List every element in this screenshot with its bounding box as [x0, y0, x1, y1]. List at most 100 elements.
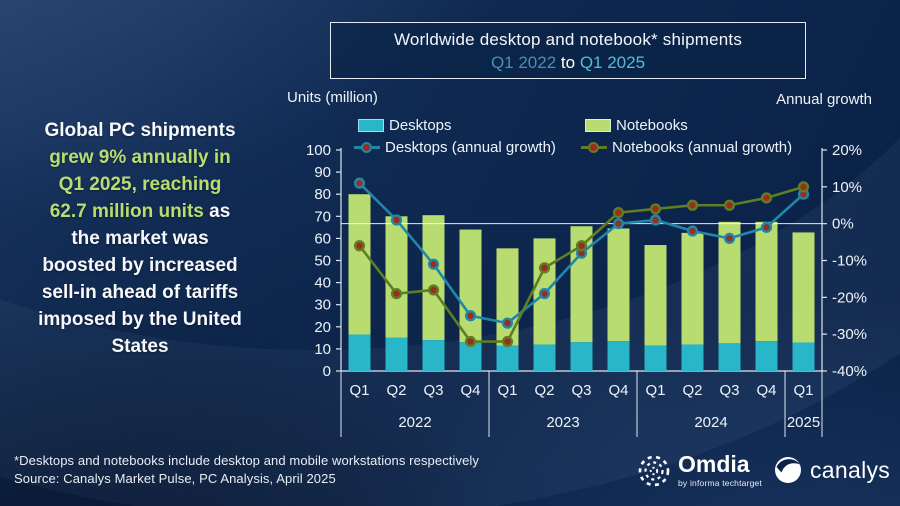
legend-label: Desktops — [389, 117, 452, 134]
growth-marker-desktops-7 — [612, 218, 625, 230]
legend-label: Notebooks — [616, 117, 688, 134]
growth-marker-desktops-2 — [427, 258, 440, 270]
desktops-swatch-icon — [358, 119, 384, 132]
footnote: *Desktops and notebooks include desktop … — [14, 453, 480, 468]
left-axis-tick-label: 90 — [314, 164, 331, 181]
canalys-icon — [775, 457, 801, 483]
growth-marker-notebooks-10 — [723, 199, 736, 211]
quarter-label: Q2 — [386, 382, 406, 399]
left-axis-tick-label: 60 — [314, 230, 331, 247]
legend-item-desktops: Desktops — [358, 117, 452, 134]
bar-notebooks-12 — [792, 232, 815, 343]
right-axis-title: Annual growth — [776, 91, 872, 108]
year-label: 2023 — [546, 414, 579, 431]
right-axis-tick-label: -20% — [832, 289, 867, 306]
callout-text-segment: States — [111, 335, 169, 357]
callout-line: States — [6, 334, 274, 361]
omdia-logo: Omdia by informa techtarget — [637, 453, 762, 488]
bar-notebooks-11 — [755, 221, 778, 342]
canalys-logo: canalys — [773, 455, 890, 485]
omdia-icon — [638, 455, 670, 486]
left-axis-tick-label: 0 — [323, 363, 331, 380]
callout-line: sell-in ahead of tariffs — [6, 280, 274, 307]
chart-title: Worldwide desktop and notebook* shipment… — [393, 30, 743, 49]
callout-line: Q1 2025, reaching — [6, 172, 274, 199]
growth-marker-notebooks-0 — [353, 240, 366, 252]
growth-marker-desktops-9 — [686, 225, 699, 237]
legend-item-desktops-growth: Desktops (annual growth) — [354, 139, 556, 156]
quarter-label: Q2 — [534, 382, 554, 399]
quarter-label: Q4 — [608, 382, 628, 399]
notebooks-swatch-icon — [585, 119, 611, 132]
left-axis-tick-label: 30 — [314, 297, 331, 314]
growth-marker-desktops-8 — [649, 214, 662, 226]
range-end: Q1 2025 — [579, 53, 646, 72]
callout-text-segment: sell-in ahead of tariffs — [41, 281, 239, 303]
growth-marker-notebooks-12 — [797, 181, 810, 193]
legend-item-notebooks: Notebooks — [585, 117, 688, 134]
callout-line: 62.7 million units as — [6, 199, 274, 226]
growth-marker-desktops-5 — [538, 288, 551, 300]
omdia-tagline: by informa techtarget — [678, 478, 763, 488]
left-axis-tick-label: 100 — [306, 142, 331, 159]
bar-desktops-10 — [718, 343, 741, 371]
range-connector: to — [560, 53, 576, 72]
growth-marker-desktops-3 — [464, 310, 477, 322]
right-axis-tick-label: 20% — [832, 142, 862, 159]
quarter-label: Q2 — [682, 382, 702, 399]
left-axis-tick-label: 50 — [314, 253, 331, 270]
callout-text-segment: 62.7 million units — [49, 200, 204, 222]
callout-text-segment: grew 9% annually in — [49, 146, 231, 168]
bar-notebooks-0 — [348, 194, 371, 335]
right-axis-tick-label: -30% — [832, 326, 867, 343]
headline-callout: Global PC shipments grew 9% annually in Q1… — [6, 118, 274, 361]
callout-text-segment: Q1 2025, reaching — [58, 173, 222, 195]
right-axis-tick-label: 0% — [832, 216, 854, 233]
growth-marker-notebooks-1 — [390, 288, 403, 300]
left-axis-tick-label: 10 — [314, 341, 331, 358]
callout-text-segment: Global PC shipments — [44, 120, 236, 141]
callout-text-segment: boosted by increased — [42, 254, 238, 276]
bar-desktops-9 — [681, 344, 704, 371]
right-axis-tick-label: -40% — [832, 363, 867, 380]
growth-marker-notebooks-11 — [760, 192, 773, 204]
bar-notebooks-8 — [644, 245, 667, 346]
bar-desktops-0 — [348, 334, 371, 371]
growth-marker-notebooks-8 — [649, 203, 662, 215]
bar-desktops-2 — [422, 340, 445, 371]
bar-desktops-5 — [533, 344, 556, 371]
right-axis-tick-label: 10% — [832, 179, 862, 196]
year-label: 2022 — [398, 414, 431, 431]
growth-marker-desktops-11 — [760, 221, 773, 233]
bar-desktops-4 — [496, 345, 519, 371]
quarter-label: Q1 — [793, 382, 813, 399]
growth-marker-notebooks-2 — [427, 284, 440, 296]
bar-notebooks-4 — [496, 248, 519, 346]
range-start: Q1 2022 — [490, 53, 557, 72]
left-axis-title: Units (million) — [287, 89, 378, 106]
bar-desktops-7 — [607, 341, 630, 371]
callout-line: the market was — [6, 226, 274, 253]
canalys-name: canalys — [810, 456, 891, 483]
quarter-label: Q3 — [423, 382, 443, 399]
quarter-label: Q4 — [756, 382, 776, 399]
growth-marker-notebooks-5 — [538, 262, 551, 274]
bar-desktops-8 — [644, 345, 667, 371]
bar-desktops-1 — [385, 337, 408, 371]
callout-text-segment: the market was — [71, 227, 209, 249]
callout-line: boosted by increased — [6, 253, 274, 280]
growth-marker-notebooks-6 — [575, 240, 588, 252]
quarter-label: Q1 — [645, 382, 665, 399]
left-axis-tick-label: 80 — [314, 186, 331, 203]
callout-line: imposed by the United — [6, 307, 274, 334]
bar-desktops-11 — [755, 341, 778, 371]
year-label: 2024 — [694, 414, 727, 431]
desktops-growth-line-icon — [354, 141, 380, 155]
growth-marker-desktops-4 — [501, 317, 514, 329]
bar-desktops-3 — [459, 342, 482, 371]
legend-item-notebooks-growth: Notebooks (annual growth) — [581, 139, 792, 156]
bar-notebooks-9 — [681, 232, 704, 345]
bar-notebooks-1 — [385, 216, 408, 338]
bar-desktops-12 — [792, 342, 815, 371]
bar-desktops-6 — [570, 342, 593, 371]
